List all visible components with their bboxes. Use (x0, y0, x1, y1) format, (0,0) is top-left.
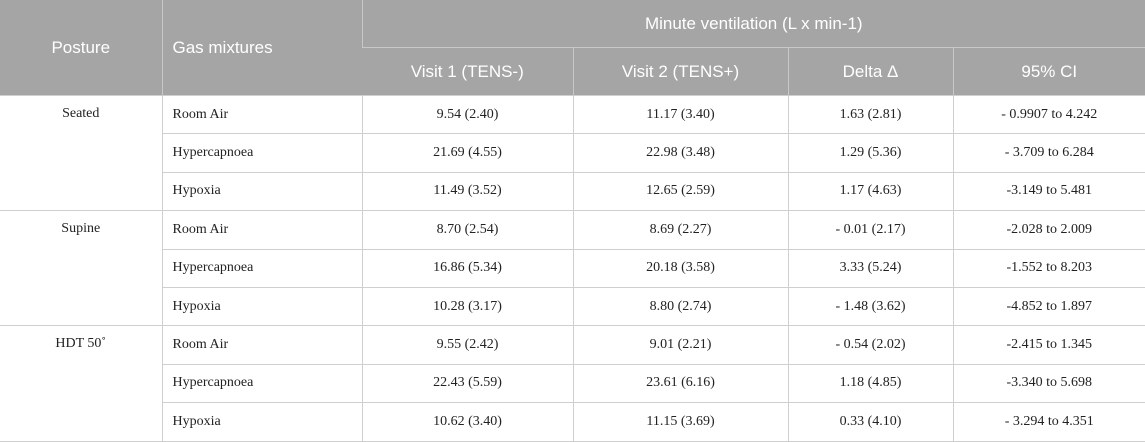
value-cell: 0.33 (4.10) (787, 402, 954, 442)
value-cell: 11.17 (3.40) (572, 94, 789, 135)
value-cell: 23.61 (6.16) (572, 363, 789, 404)
value-cell: 9.01 (2.21) (572, 325, 789, 365)
value-cell: - 0.54 (2.02) (787, 325, 954, 365)
value-cell: 9.54 (2.40) (361, 94, 574, 135)
gas-cell: Hypoxia (161, 402, 363, 442)
table-row: Hypoxia 10.28 (3.17) 8.80 (2.74) - 1.48 (3.… (0, 286, 1145, 327)
table-row: Hypercapnoea 21.69 (4.55) 22.98 (3.48) 1.29… (0, 133, 1145, 173)
gas-cell: Room Air (161, 210, 363, 250)
table-row: Seated Room Air 9.54 (2.40) 11.17 (3.40) 1.6… (0, 94, 1145, 212)
value-cell: - 0.9907 to 4.242 (952, 94, 1145, 135)
table-row: HDT 50˚ Room Air 9.55 (2.42) 9.01 (2.21) - 0… (0, 325, 1145, 442)
value-cell: -2.028 to 2.009 (952, 210, 1145, 250)
table-row: Supine Room Air 8.70 (2.54) 8.69 (2.27) - 0.… (0, 210, 1145, 327)
column-header: Visit 1 (TENS-) (362, 47, 573, 96)
value-cell: 1.18 (4.85) (787, 363, 954, 404)
value-cell: 22.98 (3.48) (572, 133, 789, 173)
value-cell: 9.55 (2.42) (361, 325, 574, 365)
gas-cell: Hypercapnoea (161, 248, 363, 288)
posture-cell: Supine (0, 210, 163, 327)
value-cell: 8.69 (2.27) (572, 210, 789, 250)
value-cell: 1.29 (5.36) (787, 133, 954, 173)
value-cell: 21.69 (4.55) (361, 133, 574, 173)
gas-cell: Room Air (161, 325, 363, 365)
column-header: Delta Δ (787, 47, 953, 96)
value-cell: 20.18 (3.58) (572, 248, 789, 288)
table-row: Hypercapnoea 22.43 (5.59) 23.61 (6.16) 1.18… (0, 363, 1145, 404)
value-cell: 11.15 (3.69) (572, 402, 789, 442)
value-cell: -2.415 to 1.345 (952, 325, 1145, 365)
value-cell: 16.86 (5.34) (361, 248, 574, 288)
value-cell: - 0.01 (2.17) (787, 210, 954, 250)
header-posture: Posture (0, 0, 162, 96)
value-cell: -4.852 to 1.897 (952, 286, 1145, 327)
table-row: Hypoxia 11.49 (3.52) 12.65 (2.59) 1.17 (4.6… (0, 171, 1145, 212)
column-header: 95% CI (952, 47, 1145, 96)
table-row: Hypoxia 10.62 (3.40) 11.15 (3.69) 0.33 (4.1… (0, 402, 1145, 442)
posture-cell: Seated (0, 94, 163, 212)
value-cell: 8.70 (2.54) (361, 210, 574, 250)
value-cell: -3.149 to 5.481 (952, 171, 1145, 212)
value-cell: - 3.709 to 6.284 (952, 133, 1145, 173)
value-cell: 10.62 (3.40) (361, 402, 574, 442)
value-cell: 22.43 (5.59) (361, 363, 574, 404)
value-cell: 1.17 (4.63) (787, 171, 954, 212)
header-gas: Gas mixtures (161, 0, 362, 96)
posture-cell: HDT 50˚ (0, 325, 163, 442)
value-cell: 1.63 (2.81) (787, 94, 954, 135)
value-cell: 10.28 (3.17) (361, 286, 574, 327)
gas-cell: Hypercapnoea (161, 363, 363, 404)
header-group: Minute ventilation (L x min-1) (361, 0, 1145, 48)
column-header: Visit 2 (TENS+) (572, 47, 788, 96)
value-cell: 12.65 (2.59) (572, 171, 789, 212)
gas-cell: Hypoxia (161, 286, 363, 327)
table-row: Hypercapnoea 16.86 (5.34) 20.18 (3.58) 3.33… (0, 248, 1145, 288)
value-cell: 11.49 (3.52) (361, 171, 574, 212)
value-cell: -3.340 to 5.698 (952, 363, 1145, 404)
value-cell: 3.33 (5.24) (787, 248, 954, 288)
gas-cell: Hypercapnoea (161, 133, 363, 173)
gas-cell: Room Air (161, 94, 363, 135)
value-cell: -1.552 to 8.203 (952, 248, 1145, 288)
value-cell: - 1.48 (3.62) (787, 286, 954, 327)
value-cell: - 3.294 to 4.351 (952, 402, 1145, 442)
value-cell: 8.80 (2.74) (572, 286, 789, 327)
gas-cell: Hypoxia (161, 171, 363, 212)
